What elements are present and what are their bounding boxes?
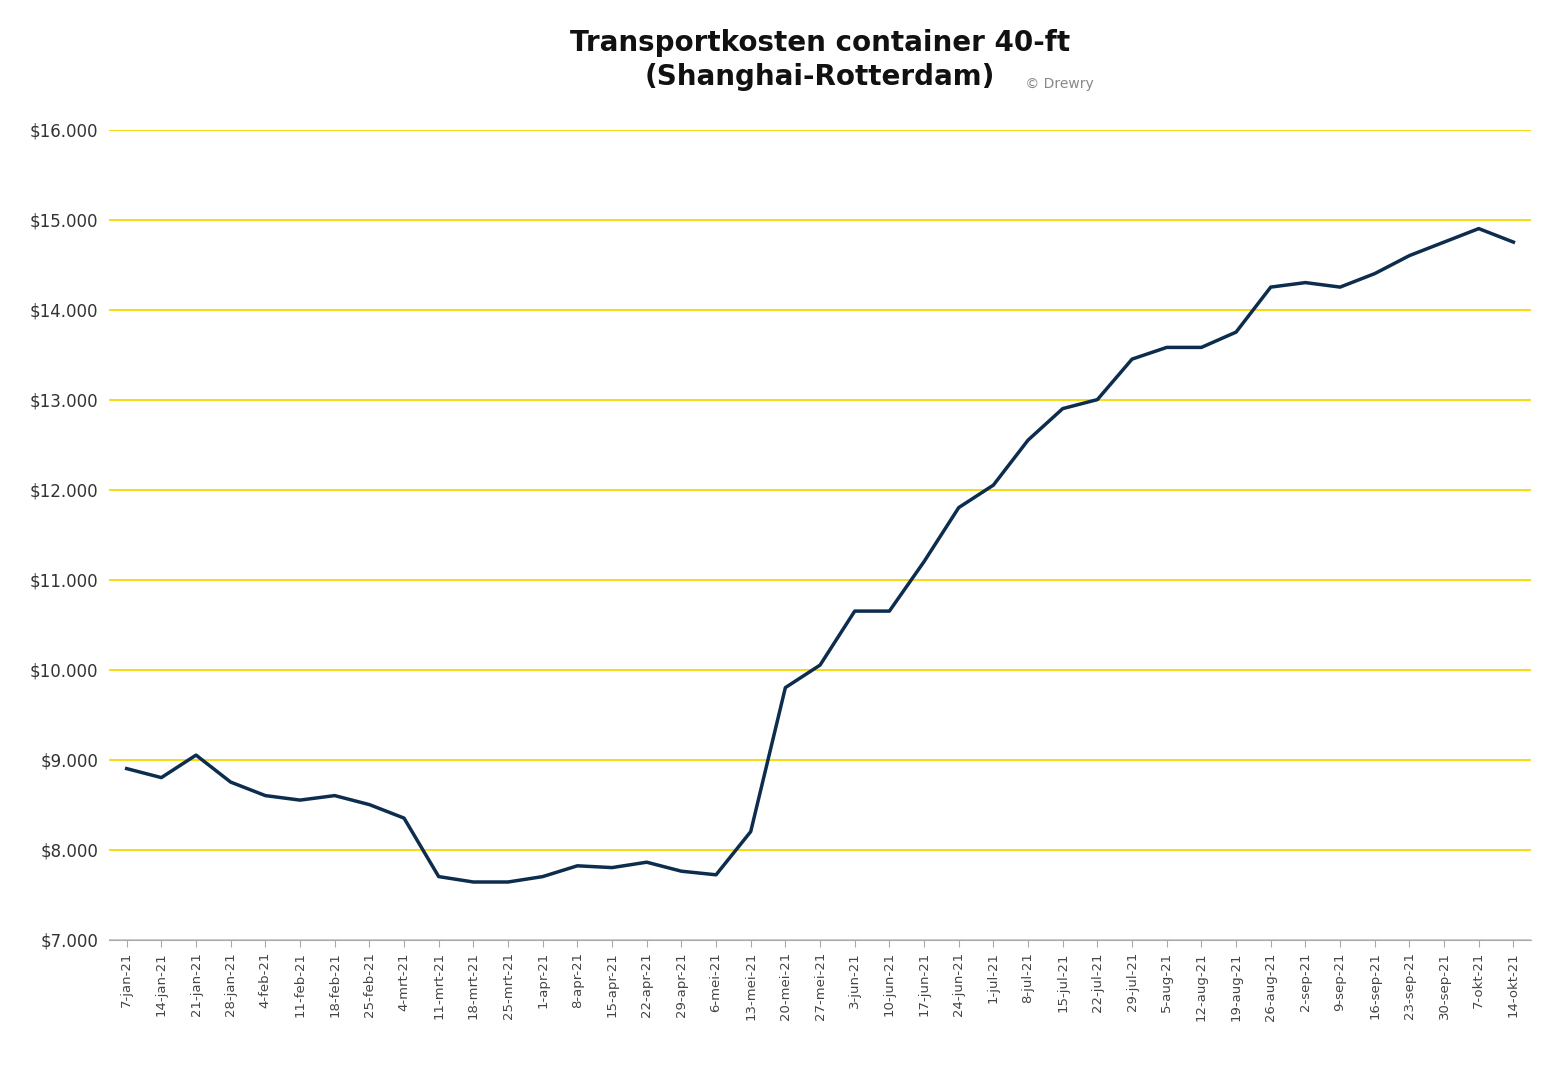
Text: © Drewry: © Drewry xyxy=(1022,77,1095,91)
Text: (Shanghai-Rotterdam): (Shanghai-Rotterdam) xyxy=(645,63,995,91)
Text: Transportkosten container 40-ft: Transportkosten container 40-ft xyxy=(570,29,1070,57)
